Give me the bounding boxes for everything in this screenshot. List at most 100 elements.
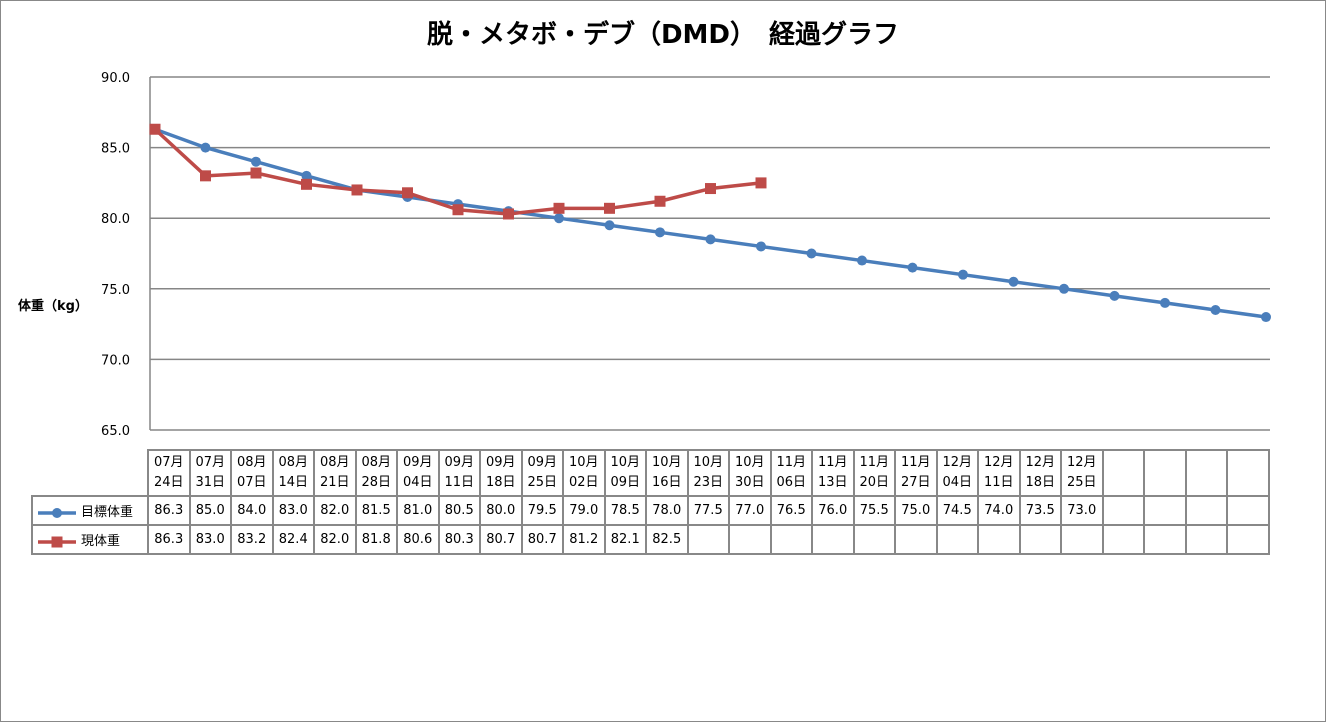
data-point — [1008, 276, 1019, 287]
category-header — [1184, 449, 1228, 497]
data-point — [604, 220, 615, 231]
data-cell: 82.1 — [603, 524, 647, 555]
data-point — [958, 269, 968, 280]
category-label: 12月 — [942, 455, 973, 470]
data-point — [1210, 304, 1221, 315]
category-header: 11月 06日 — [769, 449, 813, 497]
category-label: 10月 — [734, 455, 765, 470]
category-header: 10月 16日 — [645, 449, 689, 497]
data-cell: 74.0 — [977, 495, 1021, 526]
category-label: 12月 — [983, 455, 1014, 470]
data-table: 07月 24日 07月 31日 08月 07日 08月 14日 08月 21日 08月 28日 09月 0… — [31, 449, 1270, 555]
data-point — [755, 177, 767, 189]
data-cell: 76.5 — [769, 495, 813, 526]
data-cell — [686, 524, 730, 555]
category-label: 11月 — [900, 455, 931, 470]
category-label: 28日 — [361, 475, 392, 490]
data-point — [1059, 283, 1069, 294]
data-cell: 83.0 — [188, 524, 232, 555]
data-cell: 73.5 — [1018, 495, 1062, 526]
data-cell — [1226, 495, 1270, 526]
category-header: 12月 04日 — [935, 449, 979, 497]
data-point — [1160, 297, 1170, 308]
category-label: 12月 — [1025, 455, 1056, 470]
data-point — [1109, 290, 1120, 301]
category-header: 12月 18日 — [1018, 449, 1062, 497]
category-header: 12月 25日 — [1060, 449, 1104, 497]
data-cell — [1101, 524, 1145, 555]
data-cell: 86.3 — [147, 524, 191, 555]
category-header: 10月 30日 — [728, 449, 772, 497]
y-tick-label: 65.0 — [101, 424, 130, 439]
data-point — [200, 170, 211, 182]
category-label: 09月 — [527, 455, 558, 470]
data-cell: 81.5 — [354, 495, 398, 526]
legend-entry: 目標体重 — [31, 495, 149, 526]
category-header: 09月 04日 — [396, 449, 440, 497]
data-cell: 82.0 — [313, 495, 357, 526]
category-label: 06日 — [776, 475, 807, 490]
category-label: 21日 — [319, 475, 350, 490]
data-cell — [1226, 524, 1270, 555]
category-header: 08月 21日 — [313, 449, 357, 497]
legend-label: 目標体重 — [81, 505, 134, 520]
category-header: 09月 11日 — [437, 449, 481, 497]
data-cell: 80.5 — [437, 495, 481, 526]
table-row: 目標体重 86.3 85.0 84.0 83.0 82.0 81.5 81.0 80.5 80.0… — [31, 495, 1270, 526]
y-tick-label: 85.0 — [101, 142, 130, 157]
data-point — [857, 255, 867, 266]
category-header: 07月 31日 — [188, 449, 232, 497]
category-label: 11日 — [983, 475, 1014, 490]
category-label: 11月 — [776, 455, 807, 470]
data-cell — [1060, 524, 1104, 555]
data-point — [554, 213, 564, 224]
data-point — [655, 227, 665, 238]
y-tick-label: 80.0 — [101, 212, 130, 227]
y-tick-label: 90.0 — [101, 71, 130, 86]
data-point — [402, 187, 413, 199]
category-header — [1143, 449, 1187, 497]
data-point — [756, 241, 766, 252]
data-cell — [935, 524, 979, 555]
category-header: 11月 13日 — [811, 449, 855, 497]
category-label: 31日 — [195, 475, 226, 490]
data-cell — [1143, 524, 1187, 555]
category-header: 08月 28日 — [354, 449, 398, 497]
category-label: 12月 — [1066, 455, 1097, 470]
data-point — [250, 167, 262, 179]
data-cell: 77.5 — [686, 495, 730, 526]
category-header: 08月 07日 — [230, 449, 274, 497]
data-cell: 80.7 — [520, 524, 564, 555]
data-cell — [1184, 524, 1228, 555]
category-label: 16日 — [651, 475, 682, 490]
category-label: 11月 — [817, 455, 848, 470]
category-label: 07月 — [153, 455, 184, 470]
data-cell: 80.3 — [437, 524, 481, 555]
data-point — [806, 248, 817, 259]
category-label: 10月 — [651, 455, 682, 470]
category-label: 08月 — [319, 455, 350, 470]
category-label: 18日 — [485, 475, 516, 490]
category-label: 07日 — [236, 475, 267, 490]
category-header: 09月 18日 — [479, 449, 523, 497]
category-label: 13日 — [817, 475, 848, 490]
data-cell: 84.0 — [230, 495, 274, 526]
category-label: 08月 — [236, 455, 267, 470]
data-point — [251, 156, 261, 167]
category-header: 07月 24日 — [147, 449, 191, 497]
data-point — [452, 204, 464, 216]
category-label: 11日 — [444, 475, 475, 490]
data-cell — [894, 524, 938, 555]
data-point — [705, 234, 716, 245]
data-cell: 74.5 — [935, 495, 979, 526]
category-header: 11月 20日 — [852, 449, 896, 497]
category-label: 30日 — [734, 475, 765, 490]
category-header — [1101, 449, 1145, 497]
data-cell — [1101, 495, 1145, 526]
data-cell — [1143, 495, 1187, 526]
legend-entry: 現体重 — [31, 524, 149, 555]
data-cell — [769, 524, 813, 555]
table-row: 現体重 86.3 83.0 83.2 82.4 82.0 81.8 80.6 80.3 80.7 8… — [31, 524, 1270, 555]
data-point — [907, 262, 918, 273]
data-cell — [811, 524, 855, 555]
